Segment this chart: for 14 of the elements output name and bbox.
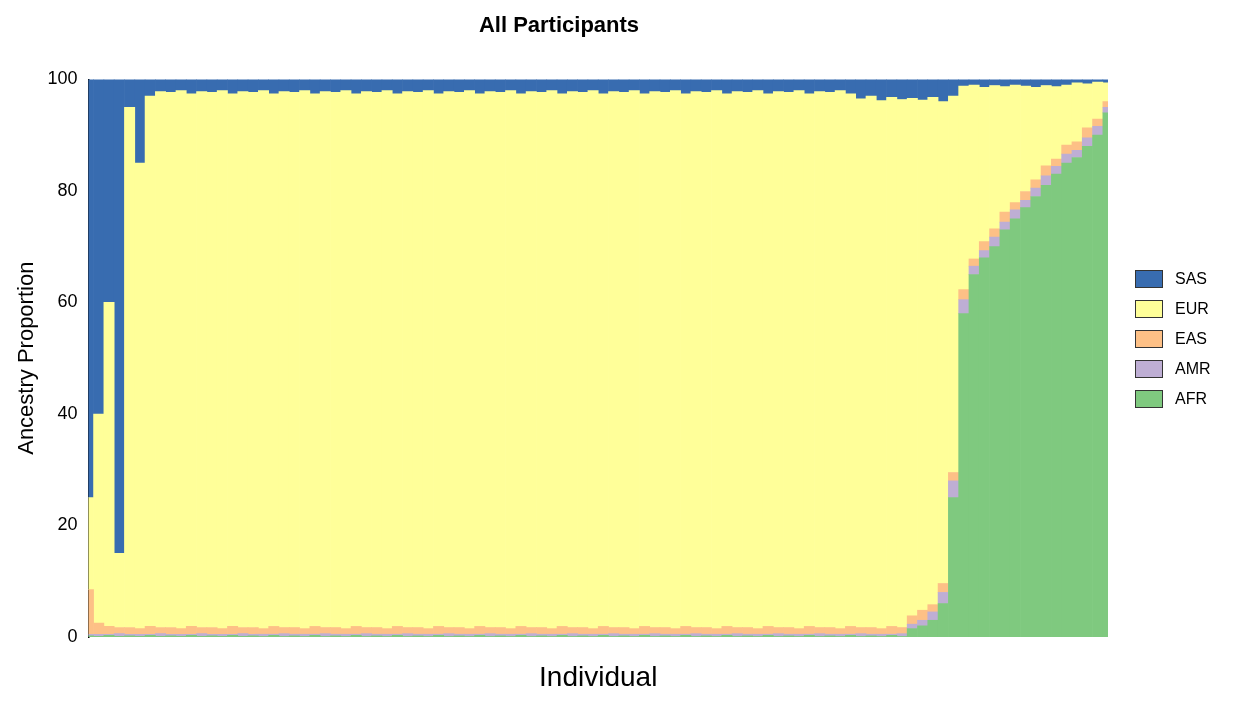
legend-label: EAS	[1175, 330, 1208, 348]
y-tick-label: 20	[57, 514, 78, 535]
y-axis-title: Ancestry Proportion	[13, 261, 39, 455]
y-tick-label: 0	[67, 625, 78, 646]
y-tick-label: 60	[57, 291, 78, 312]
y-tick-label: 40	[57, 402, 78, 423]
x-axis-title: Individual	[539, 660, 658, 692]
y-tick-label: 100	[47, 68, 78, 89]
chart-title: All Participants	[478, 12, 640, 38]
legend-label: AMR	[1175, 360, 1211, 378]
legend-label: AFR	[1175, 390, 1207, 408]
text: EUR	[1175, 300, 1209, 318]
legend-label: SAS	[1175, 270, 1208, 288]
y-tick-label: 80	[57, 179, 78, 200]
